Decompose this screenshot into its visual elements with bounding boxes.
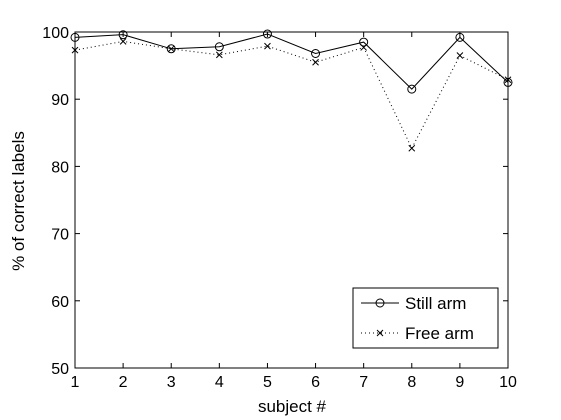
data-point-still-arm [359,37,369,47]
x-marker-stroke [456,52,464,59]
x-marker-stroke [119,38,127,45]
x-marker-stroke [312,58,319,66]
data-point-still-arm [166,44,176,54]
data-point-still-arm [214,42,224,52]
x-tick-label: 1 [71,374,80,391]
x-tick-label: 2 [119,374,128,391]
data-point-free-arm [167,45,175,53]
series-line-free-arm [74,40,509,150]
x-marker-stroke [167,45,175,53]
data-point-still-arm [311,49,321,59]
data-point-free-arm [408,144,416,152]
x-marker-stroke [408,144,416,152]
y-tick-label: 70 [51,227,69,244]
plot-area [70,29,513,152]
x-marker-stroke [264,42,271,50]
x-tick-label: 6 [311,374,320,391]
y-tick-label: 60 [51,294,69,311]
y-axis-title: % of correct labels [9,131,28,271]
legend: Still arm Free arm [352,287,499,349]
x-marker-stroke [215,51,223,59]
data-point-free-arm [456,52,464,59]
x-tick-label: 8 [407,374,416,391]
data-point-free-arm [119,38,127,45]
data-point-still-arm [118,30,128,40]
axes: 1 2 3 4 5 6 7 8 9 10 50 60 70 80 90 100 [42,25,517,391]
y-tick-label: 50 [51,361,69,378]
x-tick-label: 10 [499,374,517,391]
axes-frame [74,31,509,369]
x-tick-label: 3 [167,374,176,391]
data-point-still-arm [407,84,417,94]
y-tick-label: 90 [51,92,69,109]
legend-label-still-arm: Still arm [405,294,466,313]
legend-marker-still-arm [375,298,385,308]
y-tick-label: 100 [42,25,69,42]
y-tick-label: 80 [51,159,69,176]
x-tick-label: 7 [359,374,368,391]
series-line-still-arm [74,33,509,90]
data-point-free-arm [360,44,368,51]
x-axis-title: subject # [258,397,327,416]
x-marker-stroke [376,329,384,337]
x-tick-label: 4 [215,374,224,391]
data-point-free-arm [215,51,223,59]
legend-box [352,287,499,349]
data-point-free-arm [312,58,319,66]
data-point-free-arm [264,42,271,50]
x-tick-label: 5 [263,374,272,391]
x-marker-stroke [360,44,368,51]
legend-label-free-arm: Free arm [405,324,474,343]
x-tick-label: 9 [455,374,464,391]
legend-marker-free-arm [376,329,384,337]
data-point-still-arm [262,29,272,39]
